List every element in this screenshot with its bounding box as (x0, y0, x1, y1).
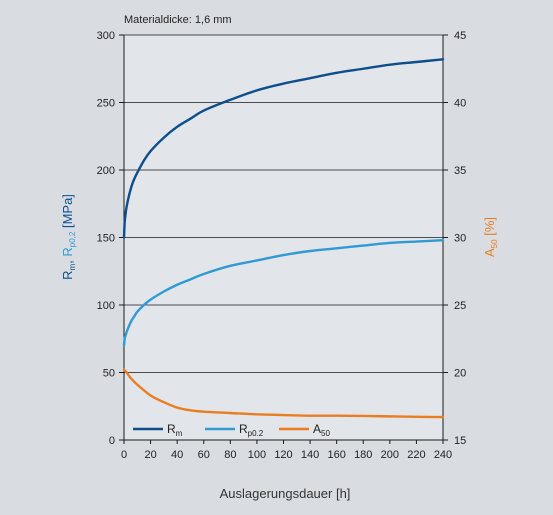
legend-item-rm-label: Rm (167, 422, 183, 438)
y-right-tick-label: 15 (454, 435, 466, 447)
axis-label-part: R (60, 247, 75, 256)
series-layer (122, 58, 445, 419)
x-tick-label: 60 (198, 449, 210, 461)
legend-label-sub: p0.2 (248, 429, 264, 438)
x-axis-label: Auslagerungsdauer [h] (220, 486, 351, 501)
axis-label-part: p0,2 (68, 231, 77, 247)
y-right-tick-label: 25 (454, 300, 466, 312)
y-left-tick-label: 0 (109, 435, 115, 447)
axis-label-part: 50 (490, 239, 499, 248)
axis-label-part: , (60, 257, 75, 264)
y-right-tick-label: 40 (454, 98, 466, 110)
y-right-tick-label: 30 (454, 233, 466, 245)
x-tick-label: 100 (248, 449, 266, 461)
grid-layer (124, 34, 443, 441)
axis-label-part: [MPa] (60, 194, 75, 232)
axis-label-part: R (60, 271, 75, 280)
x-tick-label: 240 (434, 449, 452, 461)
y-axis-left-label: Rm, Rp0,2 [MPa] (60, 194, 77, 280)
y-axis-right-label: A50 [%] (482, 217, 499, 257)
legend-label-sub: m (176, 429, 183, 438)
y-left-tick-label: 200 (97, 165, 115, 177)
x-tick-label: 80 (224, 449, 236, 461)
y-left-tick-label: 50 (103, 368, 115, 380)
legend: Rm Rp0.2 A50 (133, 422, 330, 438)
x-tick-label: 180 (354, 449, 372, 461)
y-left-tick-label: 100 (97, 300, 115, 312)
axes-layer: 0 50 100 150 200 250 300 15 20 25 30 35 40 45 0 20 40 60 8… (97, 30, 467, 461)
y-right-tick-label: 35 (454, 165, 466, 177)
y-left-tick-label: 150 (97, 233, 115, 245)
x-tick-label: 0 (121, 449, 127, 461)
x-tick-label: 140 (301, 449, 319, 461)
y-left-tick-label: 300 (97, 30, 115, 42)
legend-label-main: A (313, 422, 321, 436)
axis-label-part: m (68, 264, 77, 271)
series-rp02-line (122, 239, 445, 347)
legend-label-main: R (167, 422, 176, 436)
x-tick-label: 20 (144, 449, 156, 461)
axis-label-part: [%] (482, 217, 497, 239)
x-tick-label: 200 (381, 449, 399, 461)
y-left-tick-label: 250 (97, 98, 115, 110)
material-thickness-annotation: Materialdicke: 1,6 mm (124, 14, 232, 26)
x-tick-label: 220 (407, 449, 425, 461)
legend-item-rp02-label: Rp0.2 (239, 422, 264, 438)
series-rm-line (122, 58, 445, 239)
legend-label-sub: 50 (321, 429, 330, 438)
legend-label-main: R (239, 422, 248, 436)
x-tick-label: 160 (327, 449, 345, 461)
y-right-tick-label: 20 (454, 368, 466, 380)
legend-item-a50-label: A50 (313, 422, 330, 438)
axis-label-part: A (482, 248, 497, 257)
x-tick-label: 40 (171, 449, 183, 461)
y-right-tick-label: 45 (454, 30, 466, 42)
series-a50-line (122, 368, 445, 419)
x-tick-label: 120 (274, 449, 292, 461)
